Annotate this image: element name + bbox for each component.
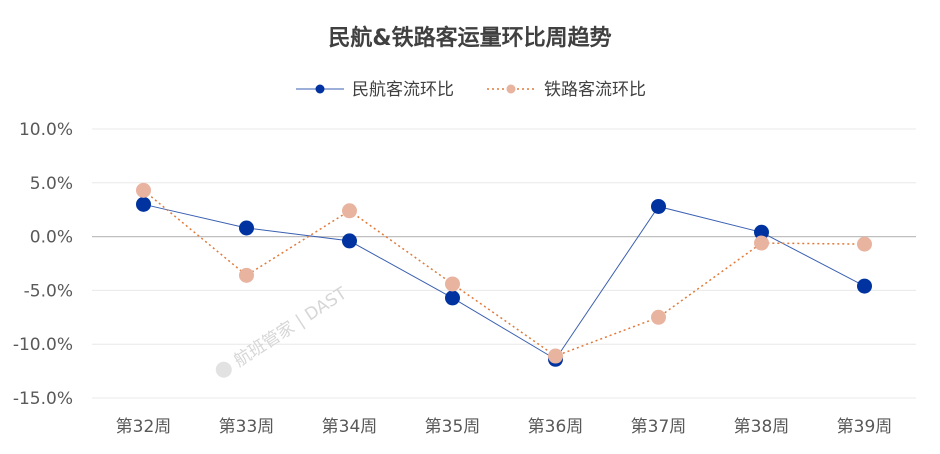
- data-point: [651, 198, 666, 214]
- gridlines: [92, 128, 916, 399]
- watermark-text: 航班管家 | DAST: [231, 283, 352, 371]
- watermark-logo-icon: [215, 361, 232, 378]
- x-tick-label: 第39周: [837, 417, 893, 437]
- x-tick-label: 第35周: [425, 417, 481, 437]
- legend-label: 铁路客流环比: [544, 80, 646, 100]
- y-tick-label: 10.0%: [19, 120, 73, 140]
- legend: 民航客流环比 铁路客流环比: [296, 80, 646, 100]
- data-point: [445, 290, 460, 306]
- data-point: [239, 267, 254, 283]
- x-tick-label: 第33周: [219, 417, 275, 437]
- series-points: [136, 182, 872, 367]
- y-tick-label: -15.0%: [13, 389, 73, 409]
- data-point: [136, 196, 151, 212]
- x-tick-label: 第34周: [322, 417, 378, 437]
- x-tick-label: 第32周: [116, 417, 172, 437]
- data-point: [651, 309, 666, 325]
- y-tick-label: 5.0%: [30, 174, 73, 194]
- x-axis-ticks: 第32周 第33周 第34周 第35周 第36周 第37周 第38周 第39周: [116, 417, 893, 437]
- data-point: [239, 220, 254, 236]
- data-point: [136, 182, 151, 198]
- chart-title: 民航&铁路客运量环比周趋势: [328, 26, 612, 51]
- y-tick-label: -10.0%: [13, 335, 73, 355]
- data-point: [342, 233, 357, 249]
- x-tick-label: 第37周: [631, 417, 687, 437]
- x-tick-label: 第38周: [734, 417, 790, 437]
- y-tick-label: -5.0%: [24, 281, 73, 301]
- data-point: [342, 203, 357, 219]
- legend-label: 民航客流环比: [352, 80, 454, 100]
- data-point: [857, 236, 872, 252]
- series-line: [143, 203, 865, 360]
- x-tick-label: 第36周: [528, 417, 584, 437]
- y-axis-ticks: 10.0% 5.0% 0.0% -5.0% -10.0% -15.0%: [13, 120, 73, 409]
- data-point: [445, 276, 460, 292]
- data-point: [857, 278, 872, 294]
- data-point: [754, 235, 769, 251]
- legend-marker: [315, 84, 325, 94]
- data-point: [754, 224, 769, 240]
- watermark: 航班管家 | DAST: [215, 283, 352, 378]
- y-tick-label: 0.0%: [30, 228, 73, 248]
- data-point: [548, 348, 563, 364]
- series-lines: [143, 189, 865, 360]
- legend-marker: [506, 84, 516, 94]
